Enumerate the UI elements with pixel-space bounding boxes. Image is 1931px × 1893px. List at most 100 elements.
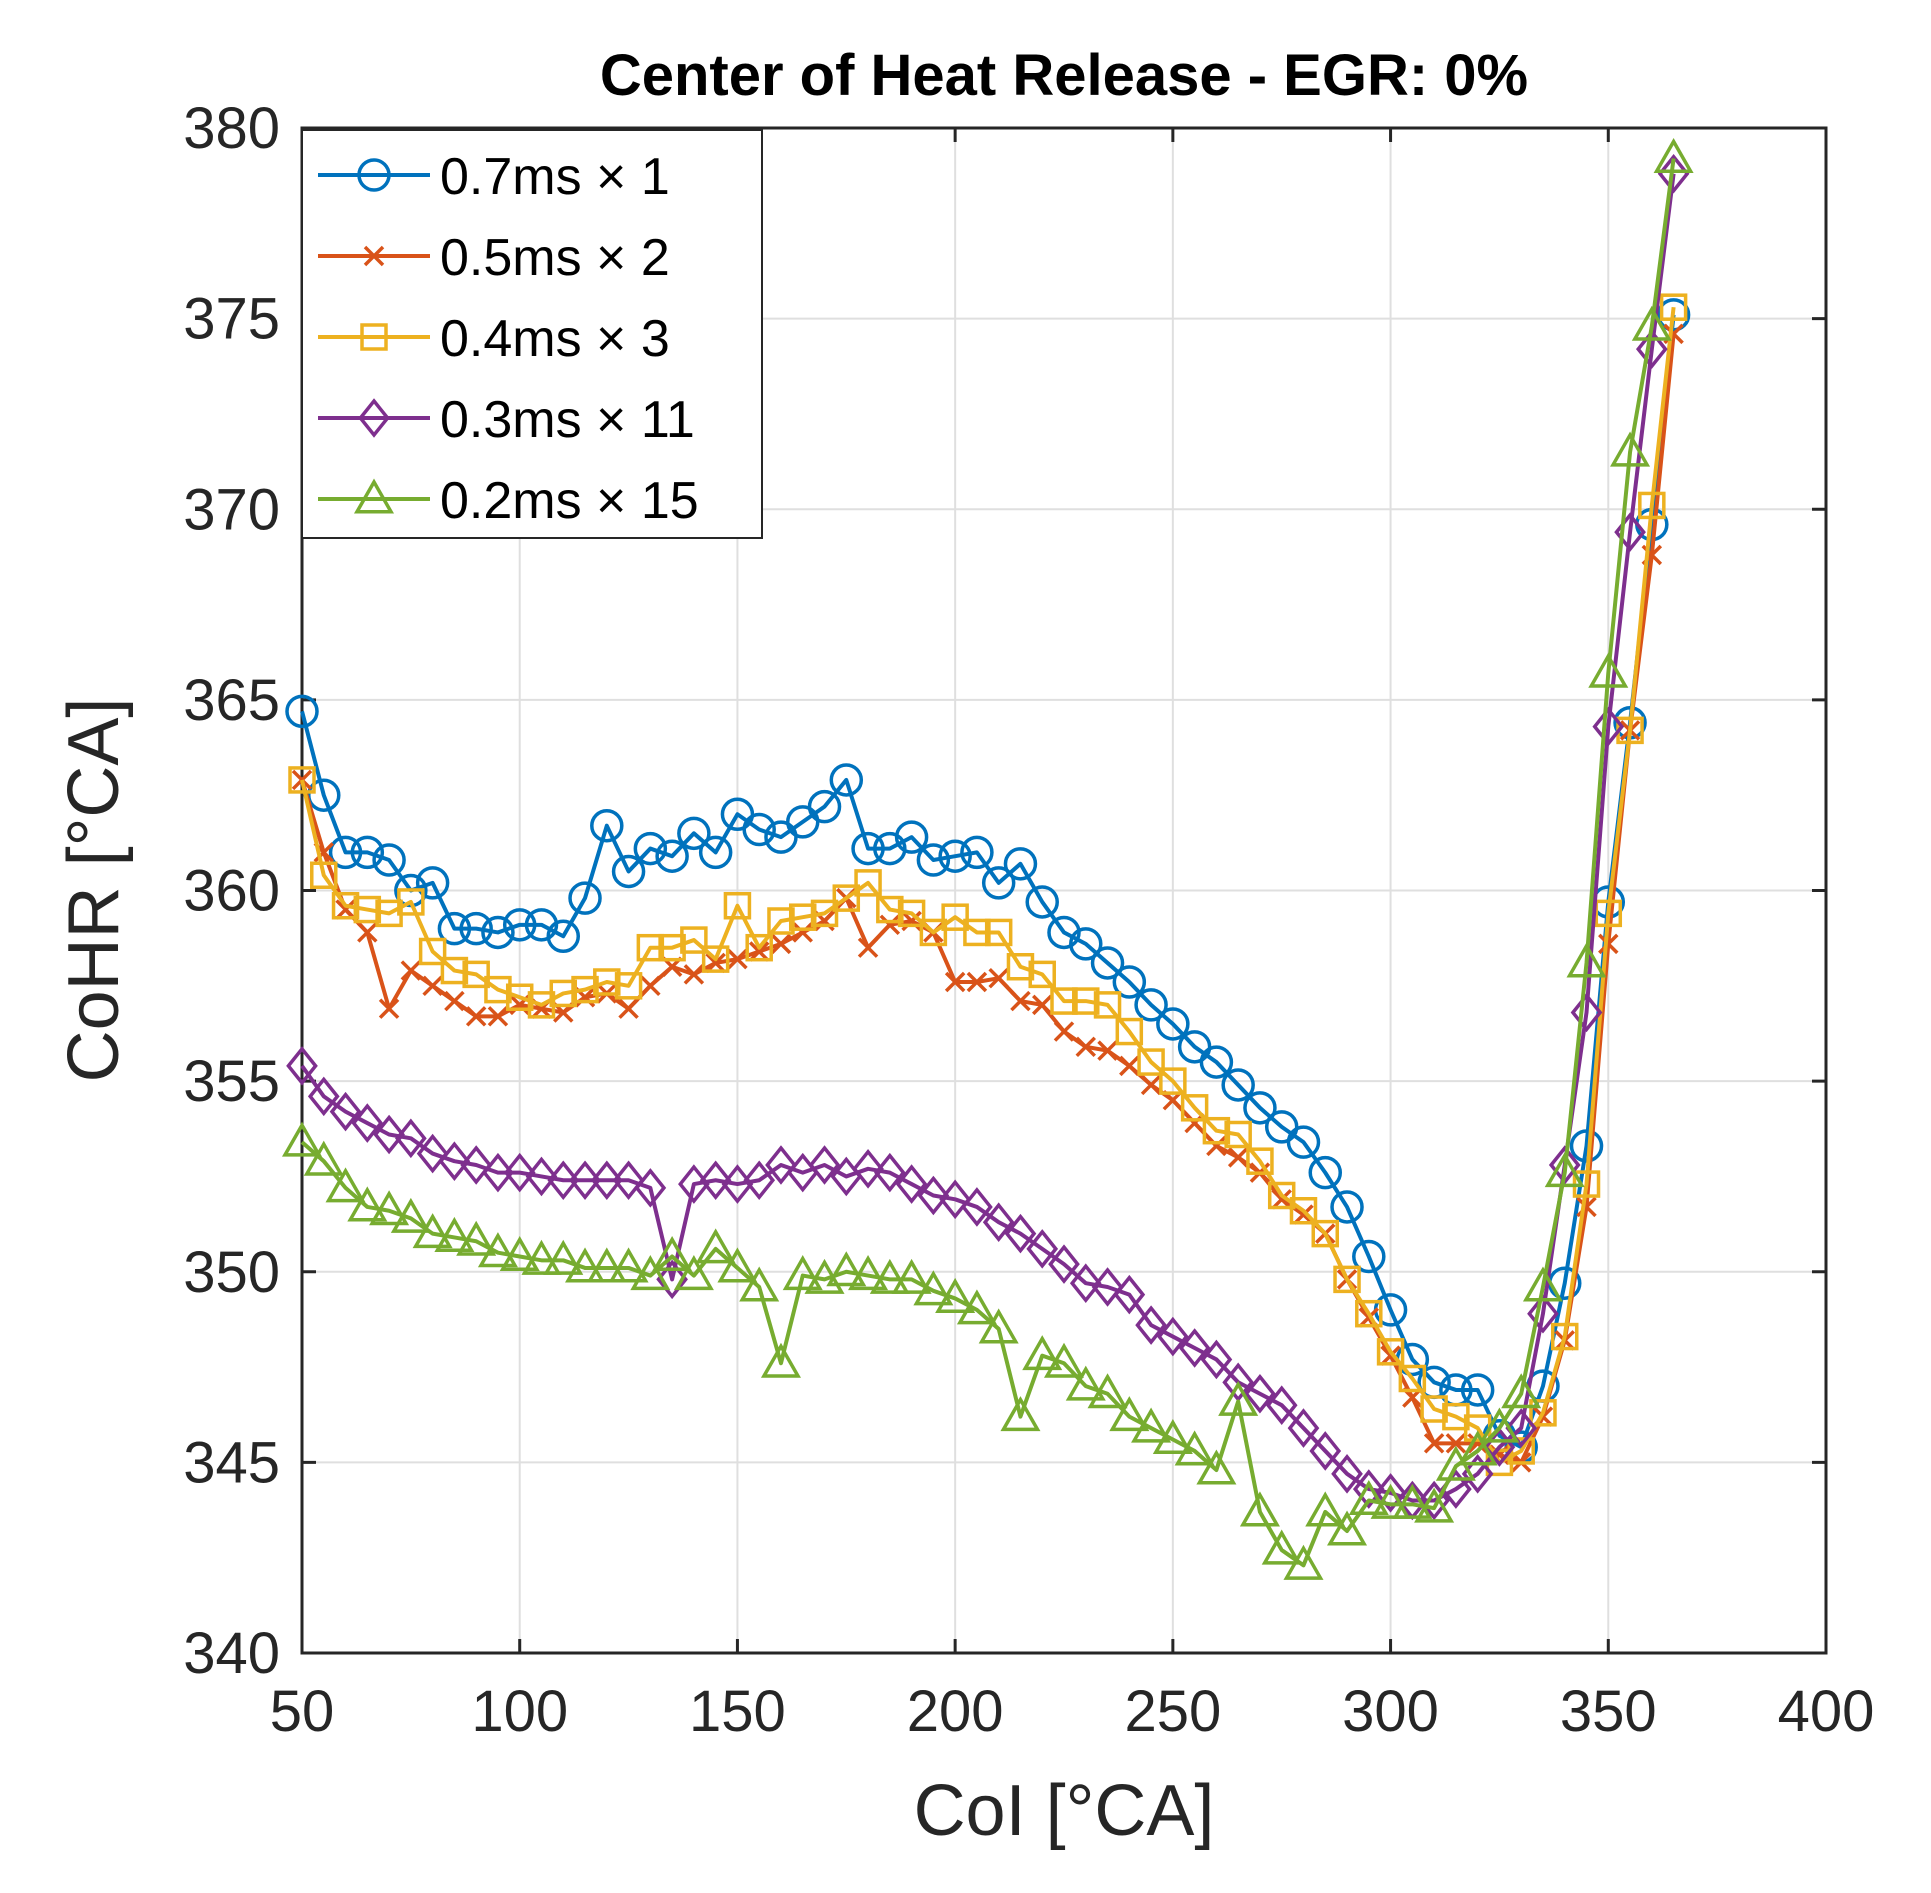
data-point [978, 1308, 1019, 1344]
data-point [487, 1006, 509, 1027]
data-point [792, 922, 813, 943]
data-point [655, 839, 689, 873]
data-point [1218, 1380, 1259, 1416]
data-point [444, 990, 465, 1012]
data-point [1093, 991, 1122, 1019]
data-point [590, 808, 624, 843]
data-point [347, 1186, 388, 1222]
data-point [502, 908, 537, 942]
data-point [1305, 1491, 1346, 1527]
data-point [593, 968, 621, 996]
data-point [372, 843, 406, 877]
data-point [307, 1076, 340, 1117]
data-point [353, 895, 382, 924]
data-point [1308, 1155, 1343, 1190]
data-point [1065, 1365, 1106, 1401]
data-point [400, 960, 422, 981]
data-point [378, 998, 400, 1019]
legend-label: 0.2ms × 15 [440, 472, 699, 530]
data-point [767, 907, 795, 935]
data-point [988, 967, 1009, 989]
data-point [481, 915, 515, 950]
data-point [329, 1091, 362, 1132]
data-point [1026, 1229, 1059, 1269]
y-tick-label: 375 [183, 287, 280, 352]
data-point [456, 1220, 497, 1256]
data-point [1594, 899, 1623, 928]
series-5 [281, 137, 1694, 1580]
data-point [1550, 1322, 1579, 1351]
data-point [325, 1167, 366, 1203]
data-point [1244, 1373, 1276, 1414]
data-point [1140, 1074, 1162, 1096]
data-point [939, 1179, 971, 1220]
data-point [941, 903, 969, 931]
data-point [1327, 1510, 1368, 1546]
data-point [1156, 1007, 1190, 1041]
data-point [1053, 1021, 1075, 1042]
data-point [1199, 1045, 1234, 1079]
data-point [984, 918, 1013, 947]
data-point [857, 937, 879, 958]
data-point [590, 1160, 623, 1201]
data-point [698, 835, 733, 870]
data-point [1261, 1529, 1302, 1565]
data-point [699, 1160, 732, 1201]
data-point [1069, 1263, 1102, 1303]
data-point [503, 1152, 536, 1193]
data-point [521, 1239, 562, 1275]
data-point [1348, 1479, 1389, 1515]
data-point [1180, 1094, 1209, 1122]
data-point [1659, 293, 1688, 321]
data-point [677, 816, 711, 851]
data-point [1610, 431, 1651, 467]
data-point [465, 1006, 487, 1027]
data-point [1221, 1068, 1255, 1102]
data-point [832, 884, 861, 912]
legend-entry: 0.5ms × 2 [318, 229, 670, 287]
data-point [525, 1156, 558, 1197]
data-point [879, 914, 901, 936]
data-point [748, 941, 770, 962]
data-point [618, 998, 639, 1019]
data-point [1202, 1116, 1231, 1145]
data-point [1333, 1265, 1361, 1294]
data-point [1657, 153, 1690, 194]
data-point [1352, 1239, 1386, 1274]
data-point [460, 1145, 493, 1185]
data-point [1022, 1335, 1063, 1371]
data-point [543, 1239, 584, 1275]
data-point [1112, 965, 1147, 999]
data-point [1043, 1342, 1085, 1378]
y-tick-label: 355 [183, 1049, 280, 1114]
data-point [1025, 885, 1059, 919]
data-point [634, 1168, 667, 1208]
data-point [1638, 491, 1666, 520]
data-point [412, 1213, 453, 1249]
data-point [1570, 992, 1603, 1033]
data-point [477, 1232, 518, 1268]
data-point [1090, 946, 1125, 980]
data-point [357, 922, 378, 943]
data-point [1522, 1266, 1563, 1302]
data-point [717, 1247, 758, 1283]
data-point [1267, 1181, 1296, 1210]
data-point [829, 763, 864, 797]
data-point [1392, 1483, 1433, 1519]
data-point [1134, 988, 1168, 1022]
data-point [1283, 1544, 1324, 1580]
data-point [1135, 1305, 1167, 1345]
data-point [1287, 1408, 1320, 1448]
data-point [1631, 305, 1672, 341]
data-point [422, 975, 443, 997]
data-point [1265, 1385, 1298, 1425]
data-point [1330, 1190, 1364, 1224]
x-tick-label: 100 [471, 1679, 568, 1744]
data-point [569, 1160, 601, 1201]
data-point [547, 1160, 580, 1201]
data-point [608, 1247, 649, 1283]
data-point [1653, 137, 1694, 173]
data-point [723, 892, 752, 920]
data-point [683, 964, 705, 985]
